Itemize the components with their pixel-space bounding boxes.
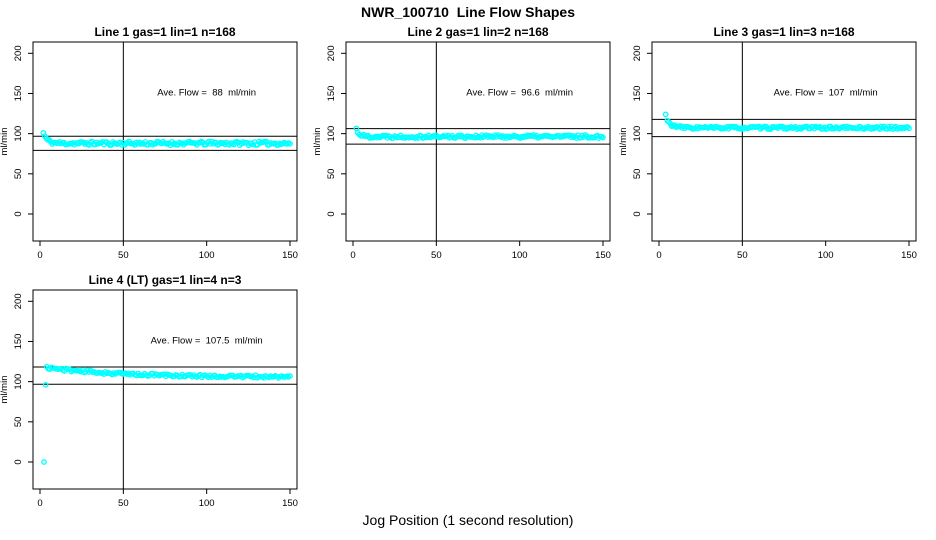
page-title: NWR_100710 Line Flow Shapes bbox=[361, 4, 575, 20]
y-tick-label: 100 bbox=[326, 126, 337, 142]
y-axis-unit-label: ml/min bbox=[618, 128, 629, 156]
x-tick-label: 150 bbox=[282, 498, 298, 509]
y-axis-unit-label: ml/min bbox=[0, 128, 10, 156]
x-tick-label: 100 bbox=[818, 250, 834, 261]
panel-3-title: Line 3 gas=1 lin=3 n=168 bbox=[713, 25, 855, 39]
plot-box bbox=[651, 41, 917, 242]
y-tick-label: 0 bbox=[13, 211, 24, 216]
panel-4-title: Line 4 (LT) gas=1 lin=4 n=3 bbox=[88, 273, 242, 287]
y-tick-label: 200 bbox=[632, 45, 643, 61]
data-point bbox=[287, 373, 293, 379]
panel-3-ave-flow-annotation: Ave. Flow = 107 ml/min bbox=[773, 87, 878, 99]
x-tick-label: 0 bbox=[37, 498, 42, 509]
panel-2-ave-flow-annotation: Ave. Flow = 96.6 ml/min bbox=[466, 87, 574, 99]
x-tick-label: 100 bbox=[199, 250, 215, 261]
y-tick-label: 50 bbox=[326, 169, 337, 180]
y-tick-label: 200 bbox=[13, 45, 24, 61]
y-tick-label: 150 bbox=[13, 86, 24, 102]
y-axis-unit-label: ml/min bbox=[0, 376, 10, 404]
y-tick-label: 150 bbox=[13, 334, 24, 350]
y-tick-label: 100 bbox=[632, 126, 643, 142]
panel-1-title: Line 1 gas=1 lin=1 n=168 bbox=[94, 25, 236, 39]
outlier-point bbox=[41, 459, 47, 465]
plot-box bbox=[345, 41, 611, 242]
x-axis-title: Jog Position (1 second resolution) bbox=[362, 512, 574, 528]
y-tick-label: 0 bbox=[632, 211, 643, 216]
x-tick-label: 0 bbox=[350, 250, 355, 261]
data-point bbox=[287, 140, 293, 147]
plot-box bbox=[32, 41, 298, 242]
outlier-point bbox=[662, 111, 669, 118]
y-tick-label: 100 bbox=[13, 374, 24, 390]
outlier-point bbox=[42, 382, 49, 388]
panel-4-ave-flow-annotation: Ave. Flow = 107.5 ml/min bbox=[150, 335, 263, 347]
y-tick-label: 100 bbox=[13, 126, 24, 142]
x-tick-label: 50 bbox=[431, 250, 442, 261]
y-tick-label: 50 bbox=[13, 417, 24, 428]
data-point bbox=[906, 125, 912, 132]
y-tick-label: 0 bbox=[326, 211, 337, 216]
x-tick-label: 100 bbox=[199, 498, 215, 509]
y-tick-label: 50 bbox=[632, 169, 643, 180]
x-tick-label: 150 bbox=[901, 250, 917, 261]
panel-1-ave-flow-annotation: Ave. Flow = 88 ml/min bbox=[157, 87, 257, 99]
y-tick-label: 150 bbox=[632, 86, 643, 102]
y-tick-label: 200 bbox=[326, 45, 337, 61]
x-tick-label: 0 bbox=[656, 250, 661, 261]
panel-2-title: Line 2 gas=1 lin=2 n=168 bbox=[407, 25, 549, 39]
y-tick-label: 200 bbox=[13, 293, 24, 309]
data-point bbox=[600, 134, 606, 141]
x-tick-label: 50 bbox=[118, 250, 129, 261]
x-tick-label: 150 bbox=[595, 250, 611, 261]
x-tick-label: 100 bbox=[512, 250, 528, 261]
y-axis-unit-label: ml/min bbox=[312, 128, 323, 156]
y-tick-label: 150 bbox=[326, 86, 337, 102]
x-tick-label: 150 bbox=[282, 250, 298, 261]
y-tick-label: 50 bbox=[13, 169, 24, 180]
x-tick-label: 50 bbox=[737, 250, 748, 261]
x-tick-label: 0 bbox=[37, 250, 42, 261]
plot-box bbox=[32, 289, 298, 490]
x-tick-label: 50 bbox=[118, 498, 129, 509]
y-tick-label: 0 bbox=[13, 459, 24, 464]
